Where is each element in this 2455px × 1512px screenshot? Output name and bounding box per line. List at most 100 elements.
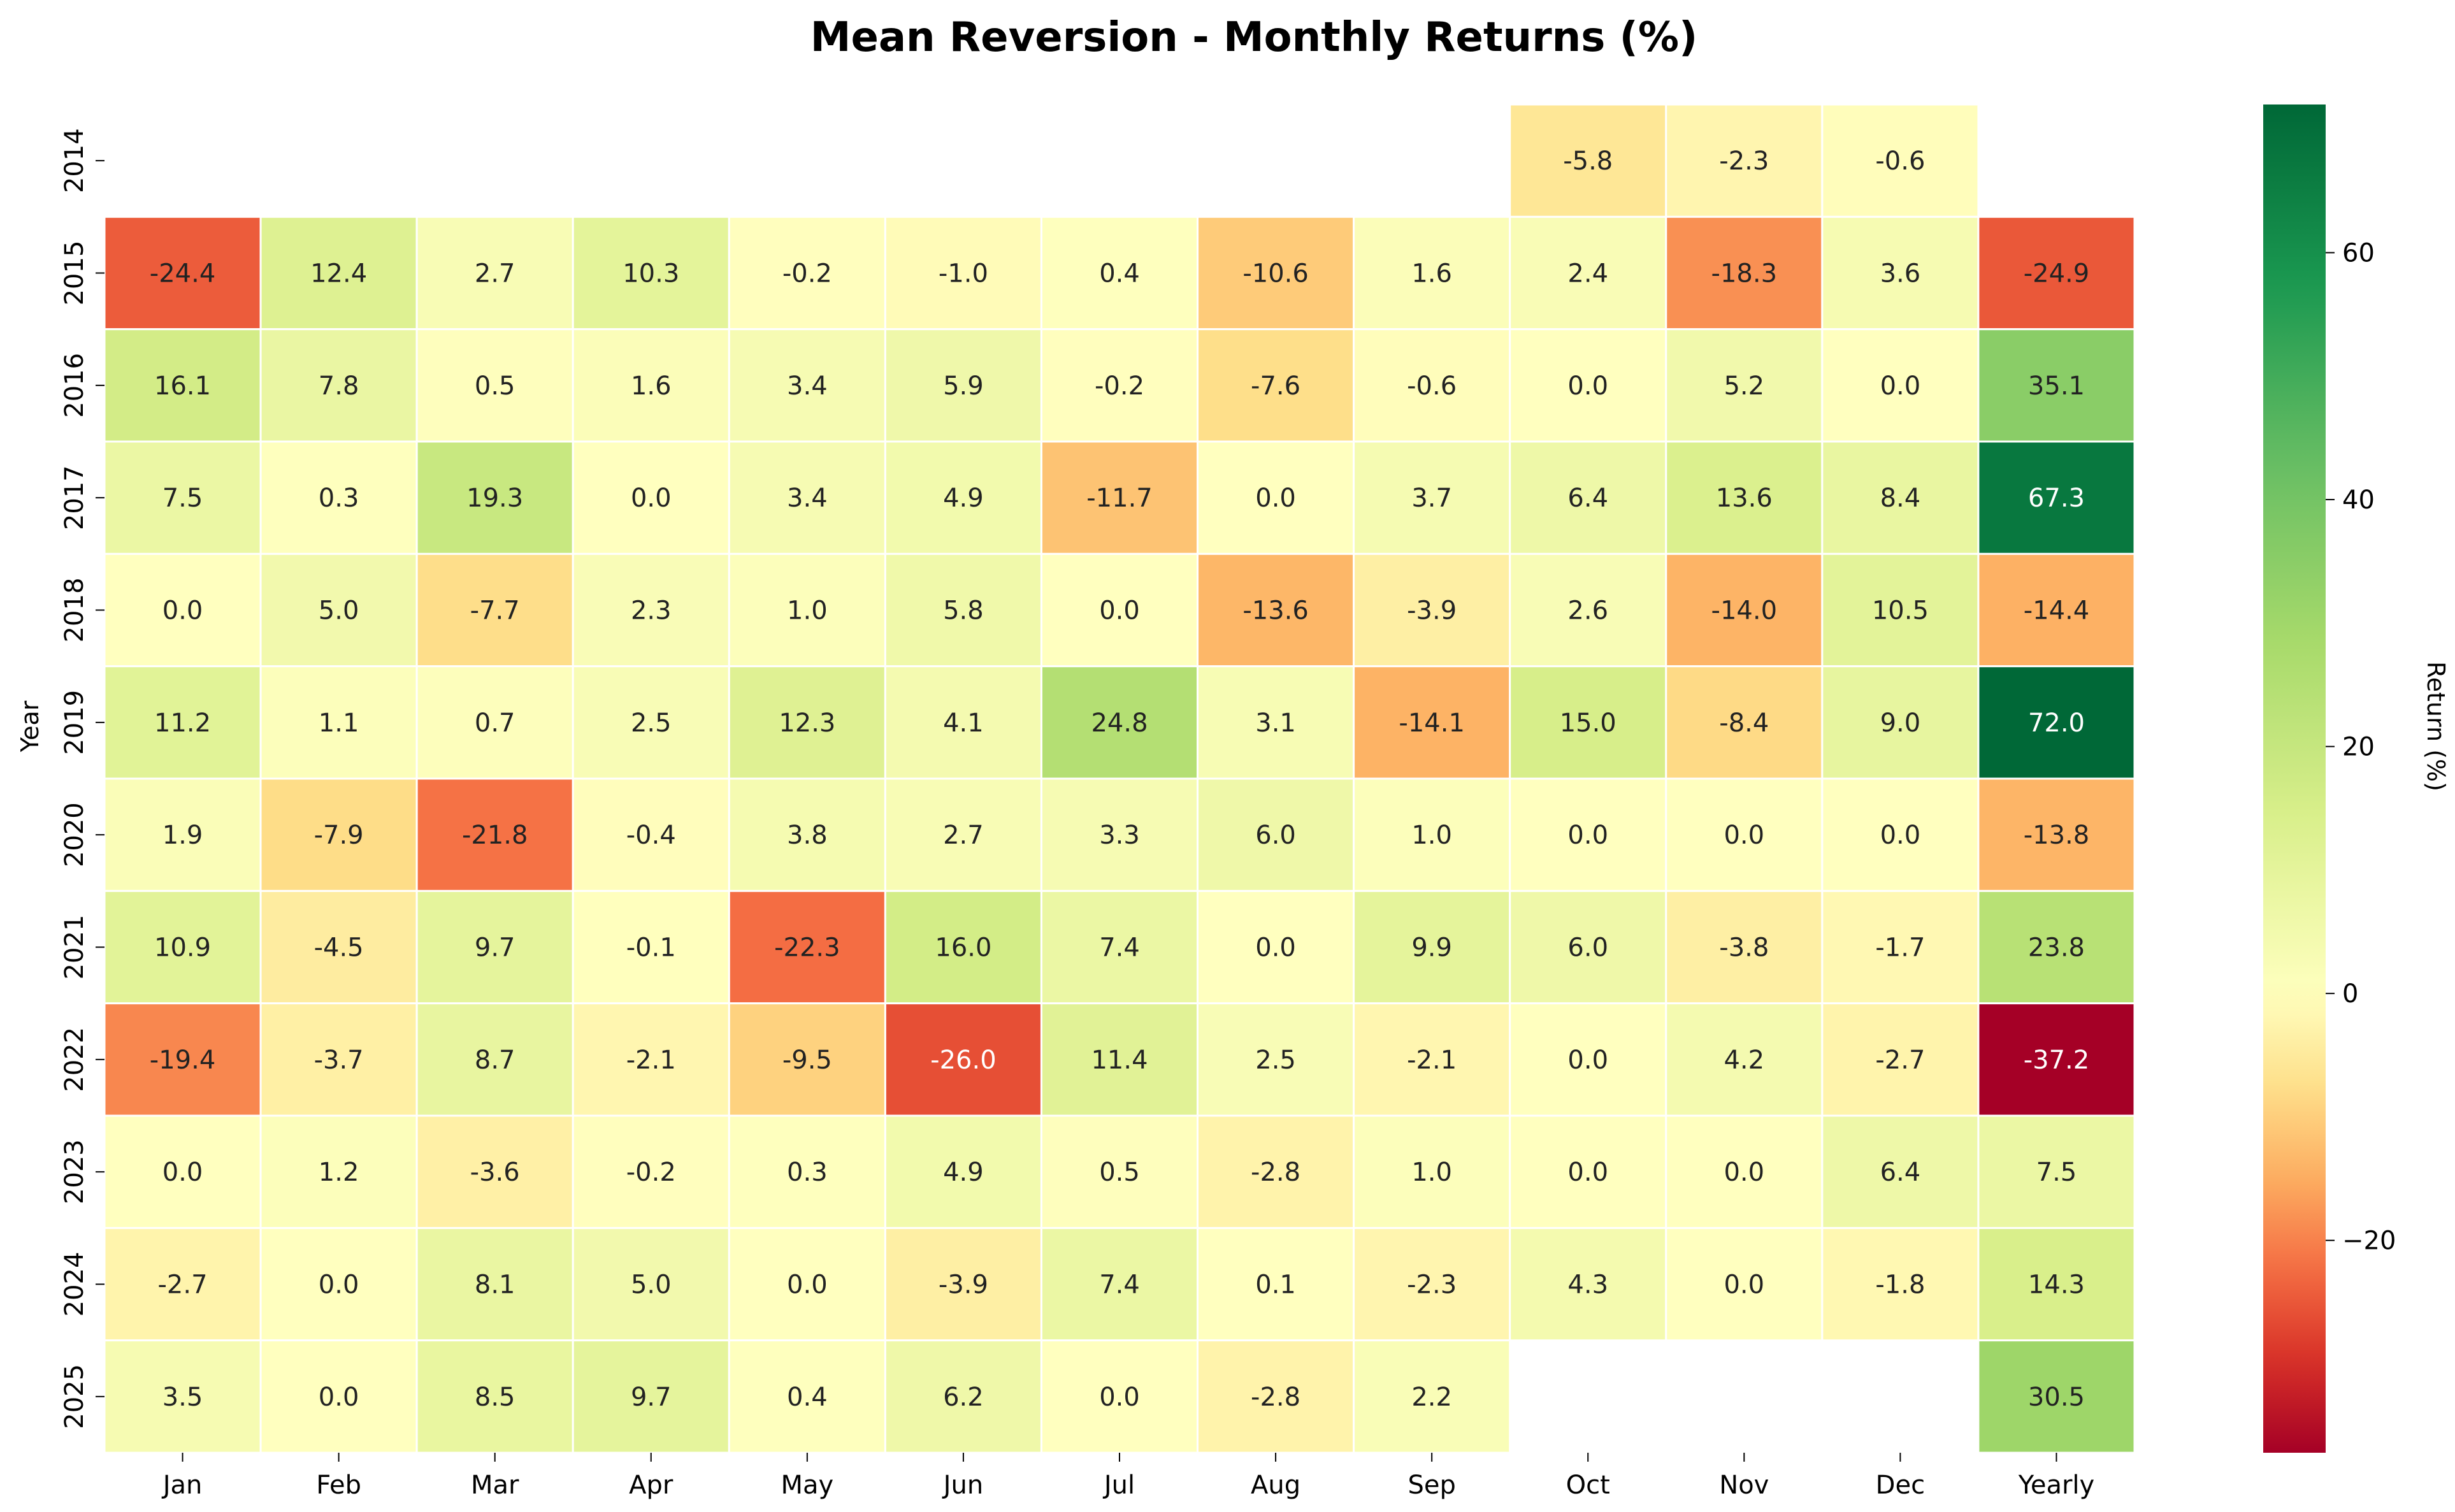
heatmap-cell bbox=[1977, 889, 2136, 1005]
cell-value-label: 4.9 bbox=[943, 484, 984, 513]
heatmap-cell bbox=[1040, 328, 1199, 443]
heatmap-cell bbox=[1665, 440, 1824, 555]
cell-value-label: -8.4 bbox=[1719, 709, 1769, 738]
cell-value-label: 19.3 bbox=[466, 484, 523, 513]
heatmap-cell bbox=[1665, 328, 1824, 443]
cell-value-label: -0.6 bbox=[1875, 147, 1925, 176]
y-tick-label: 2018 bbox=[60, 578, 89, 643]
heatmap-cell bbox=[103, 1114, 262, 1229]
x-tick-label: Oct bbox=[1566, 1471, 1610, 1500]
cell-value-label: 5.9 bbox=[943, 371, 984, 401]
heatmap-cell bbox=[1977, 1339, 2136, 1454]
heatmap-cell bbox=[728, 1002, 886, 1117]
heatmap-cell bbox=[1197, 1114, 1355, 1229]
heatmap-cell bbox=[1821, 1227, 1980, 1342]
heatmap-cell bbox=[728, 328, 886, 443]
x-tick-label: Jan bbox=[161, 1471, 203, 1500]
heatmap-cell bbox=[1977, 1227, 2136, 1342]
cell-value-label: 2.2 bbox=[1411, 1383, 1452, 1412]
heatmap-cell bbox=[572, 665, 730, 780]
cell-value-label: 9.7 bbox=[631, 1383, 672, 1412]
y-tick-label: 2023 bbox=[60, 1139, 89, 1204]
heatmap-cell bbox=[572, 328, 730, 443]
cell-value-label: 1.0 bbox=[1411, 1158, 1452, 1187]
cell-value-label: 8.5 bbox=[475, 1383, 515, 1412]
cell-value-label: 0.0 bbox=[1880, 371, 1921, 401]
cell-value-label: 24.8 bbox=[1091, 709, 1148, 738]
cell-value-label: 5.8 bbox=[943, 596, 984, 626]
cell-value-label: 0.0 bbox=[1099, 1383, 1140, 1412]
heatmap-cell bbox=[884, 777, 1042, 892]
heatmap-cell bbox=[1353, 215, 1511, 331]
heatmap-cell bbox=[1665, 777, 1824, 892]
heatmap-cell bbox=[103, 552, 262, 668]
y-tick-label: 2022 bbox=[60, 1027, 89, 1092]
colorbar: −20 0 20 40 60 bbox=[2263, 104, 2396, 1453]
cell-value-label: -0.2 bbox=[782, 259, 832, 289]
heatmap-cell bbox=[1821, 1114, 1980, 1229]
heatmap-cell bbox=[1665, 889, 1824, 1005]
cell-value-label: -2.7 bbox=[158, 1271, 208, 1300]
heatmap-cell bbox=[1977, 777, 2136, 892]
cell-value-label: 0.0 bbox=[1880, 821, 1921, 850]
cell-value-label: -3.9 bbox=[939, 1271, 988, 1300]
cell-value-label: 16.0 bbox=[935, 933, 991, 963]
cell-value-label: 8.1 bbox=[475, 1271, 515, 1300]
chart-title: Mean Reversion - Monthly Returns (%) bbox=[810, 14, 1697, 61]
cell-value-label: 3.4 bbox=[787, 371, 828, 401]
colorbar-tick-label: 40 bbox=[2342, 486, 2375, 515]
heatmap-cell bbox=[572, 552, 730, 668]
y-tick-label: 2019 bbox=[60, 690, 89, 755]
cell-value-label: 2.7 bbox=[475, 259, 515, 289]
cell-value-label: 3.8 bbox=[787, 821, 828, 850]
cell-value-label: 11.2 bbox=[154, 709, 211, 738]
heatmap-cell bbox=[415, 1002, 574, 1117]
heatmap-cell bbox=[1977, 215, 2136, 331]
cell-value-label: -0.2 bbox=[1095, 371, 1144, 401]
heatmap-cell bbox=[572, 1227, 730, 1342]
heatmap-cell bbox=[103, 1339, 262, 1454]
cell-value-label: -2.7 bbox=[1875, 1046, 1925, 1075]
cell-value-label: 6.4 bbox=[1880, 1158, 1921, 1187]
cell-value-label: -18.3 bbox=[1711, 259, 1778, 289]
heatmap-cell bbox=[1977, 328, 2136, 443]
heatmap-cell bbox=[1665, 1002, 1824, 1117]
cell-value-label: -10.6 bbox=[1242, 259, 1309, 289]
cell-value-label: 35.1 bbox=[2028, 371, 2085, 401]
cell-value-label: -3.8 bbox=[1719, 933, 1769, 963]
x-tick-label: Nov bbox=[1719, 1471, 1769, 1500]
cell-value-label: 4.3 bbox=[1567, 1271, 1608, 1300]
cell-value-label: -19.4 bbox=[150, 1046, 216, 1075]
heatmap-cell bbox=[884, 1002, 1042, 1117]
heatmap-cell bbox=[103, 215, 262, 331]
x-tick-label: Mar bbox=[471, 1471, 519, 1500]
cell-value-label: -2.8 bbox=[1251, 1383, 1300, 1412]
heatmap-cell bbox=[415, 889, 574, 1005]
y-tick-label: 2020 bbox=[60, 802, 89, 867]
heatmap-cell bbox=[103, 889, 262, 1005]
colorbar-tick-label: 0 bbox=[2342, 979, 2358, 1009]
heatmap-cell bbox=[884, 889, 1042, 1005]
heatmap-cell bbox=[1353, 1339, 1511, 1454]
cell-value-label: -2.3 bbox=[1719, 147, 1769, 176]
cell-value-label: 0.0 bbox=[319, 1383, 359, 1412]
heatmap-cell bbox=[103, 1002, 262, 1117]
cell-value-label: 6.4 bbox=[1567, 484, 1608, 513]
cell-value-label: 2.4 bbox=[1567, 259, 1608, 289]
heatmap-cell bbox=[1665, 215, 1824, 331]
colorbar-tick-label: −20 bbox=[2342, 1227, 2396, 1256]
cell-value-label: 7.4 bbox=[1099, 933, 1140, 963]
cell-value-label: -7.9 bbox=[314, 821, 364, 850]
colorbar-label: Return (%) bbox=[2422, 661, 2450, 791]
cell-value-label: 0.0 bbox=[1724, 1271, 1764, 1300]
cell-value-label: 72.0 bbox=[2028, 709, 2085, 738]
cell-value-label: 0.1 bbox=[1255, 1271, 1296, 1300]
cell-value-label: 0.4 bbox=[787, 1383, 828, 1412]
heatmap-cell bbox=[1197, 552, 1355, 668]
cell-value-label: 2.3 bbox=[631, 596, 672, 626]
cell-value-label: -26.0 bbox=[930, 1046, 997, 1075]
heatmap-cell bbox=[259, 1227, 418, 1342]
cell-value-label: -22.3 bbox=[774, 933, 840, 963]
heatmap-cell bbox=[1040, 440, 1199, 555]
cell-value-label: 11.4 bbox=[1091, 1046, 1148, 1075]
